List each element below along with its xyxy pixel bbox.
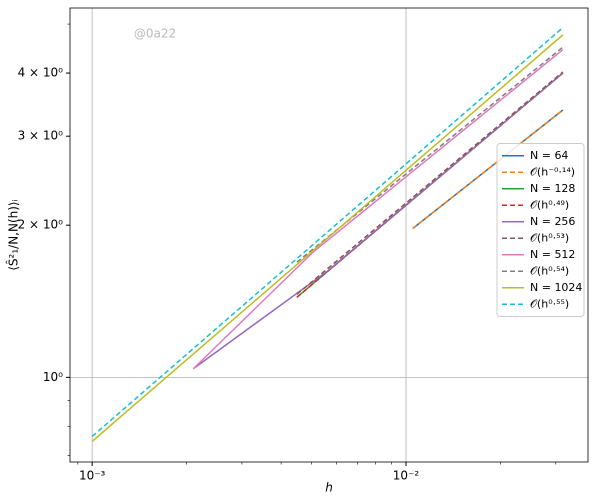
y-tick-label: 3 × 10⁰ [18,129,64,143]
series-line [296,71,564,295]
series-line [192,72,564,370]
series-line [412,109,564,230]
y-tick-label: 2 × 10⁰ [18,218,64,232]
y-tick-label: 10⁰ [43,370,63,384]
y-tick-label: 4 × 10⁰ [18,66,64,80]
legend-box [496,143,585,317]
series-line [192,49,564,370]
legend-label: 𝒪(h⁰·⁴⁹) [530,198,569,211]
watermark: @0a22 [134,27,176,41]
frame [69,7,589,463]
legend: N = 64 𝒪(h⁻⁰·¹⁴) N = 128 𝒪(h⁰·⁴⁹) N = 256 𝒪(h… [496,143,585,317]
y-axis-label: ⟨Ŝ²₁/N,N(h)⟩ᵢ [6,199,21,271]
x-axis-label: h [325,481,333,495]
legend-label: 𝒪(h⁰·⁵⁴) [530,264,569,277]
legend-label: N = 128 [530,182,575,195]
x-tick-label: 10⁻³ [79,469,106,483]
legend-label: N = 64 [530,149,568,162]
series-line [91,34,564,442]
legend-label: N = 256 [530,215,575,228]
legend-label: N = 512 [530,248,575,261]
legend-label: 𝒪(h⁰·⁵³) [530,231,569,244]
legend-label: 𝒪(h⁰·⁵⁵) [530,297,569,310]
x-tick-label: 10⁻² [393,469,420,483]
legend-label: N = 1024 [530,281,582,294]
legend-label: 𝒪(h⁻⁰·¹⁴) [530,165,575,178]
